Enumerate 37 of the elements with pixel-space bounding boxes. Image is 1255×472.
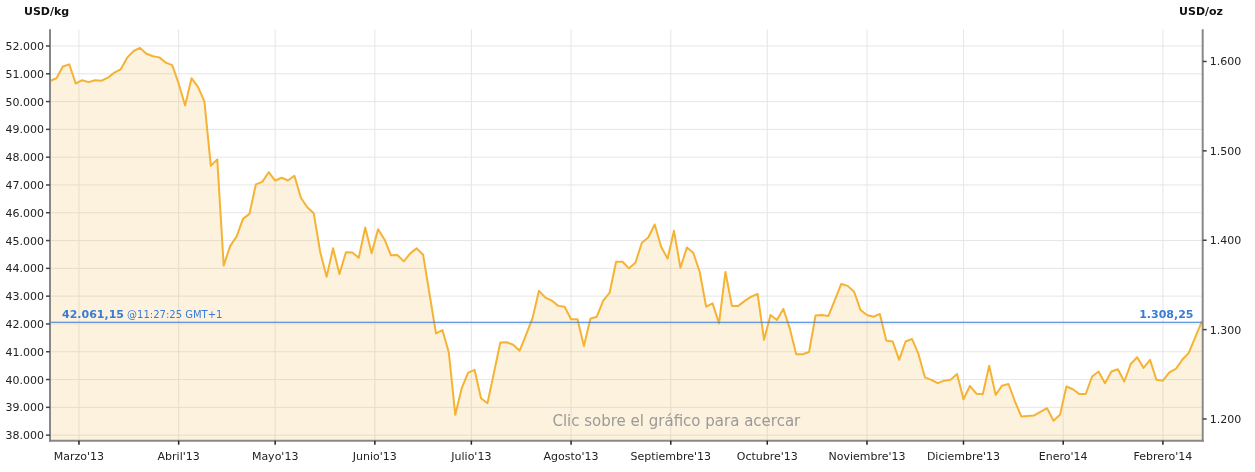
x-tick-label: Enero'14 [1038, 449, 1088, 463]
y-tick-label: 41.000 [5, 345, 44, 359]
y-tick-label: 46.000 [5, 206, 44, 220]
y-tick-label: 40.000 [5, 373, 44, 387]
x-tick-label: Junio'13 [351, 449, 397, 463]
y-tick-label: 45.000 [5, 234, 44, 248]
y-axis-title: USD/kg [24, 5, 70, 18]
x-tick-label: Mayo'13 [251, 449, 299, 463]
y2-tick-label: 1.300 [1209, 323, 1242, 337]
y2-tick-label: 1.400 [1209, 234, 1242, 248]
ref-line-label: 42.061,15 @11:27:25 GMT+1 [62, 308, 223, 322]
y2-tick-label: 1.500 [1209, 144, 1242, 158]
y2-tick-label: 1.600 [1209, 55, 1242, 69]
y-tick-label: 44.000 [5, 262, 44, 276]
y-tick-label: 50.000 [5, 95, 44, 109]
x-tick-label: Abril'13 [157, 449, 200, 463]
y-tick-label: 52.000 [5, 39, 44, 53]
annotation: 1.308,25 [1139, 308, 1194, 322]
y-tick-label: 49.000 [5, 123, 44, 137]
x-tick-label: Julio'13 [450, 449, 492, 463]
y-tick-label: 38.000 [5, 429, 44, 443]
x-tick-label: Agosto'13 [543, 449, 599, 463]
y-tick-label: 48.000 [5, 151, 44, 165]
x-tick-label: Octubre'13 [736, 449, 798, 463]
x-tick-label: Diciembre'13 [926, 449, 1001, 463]
y2-axis-title: USD/oz [1179, 5, 1223, 18]
y-tick-label: 51.000 [5, 67, 44, 81]
x-tick-label: Noviembre'13 [828, 449, 906, 463]
y-tick-label: 47.000 [5, 178, 44, 192]
annotation: Clic sobre el gráfico para acercar [552, 411, 802, 430]
x-tick-label: Febrero'14 [1133, 449, 1193, 463]
x-tick-label: Marzo'13 [53, 449, 105, 463]
y2-tick-label: 1.200 [1209, 412, 1242, 426]
y-tick-label: 43.000 [5, 290, 44, 304]
y-tick-label: 39.000 [5, 401, 44, 415]
y-tick-label: 42.000 [5, 317, 44, 331]
x-tick-label: Septiembre'13 [630, 449, 712, 463]
